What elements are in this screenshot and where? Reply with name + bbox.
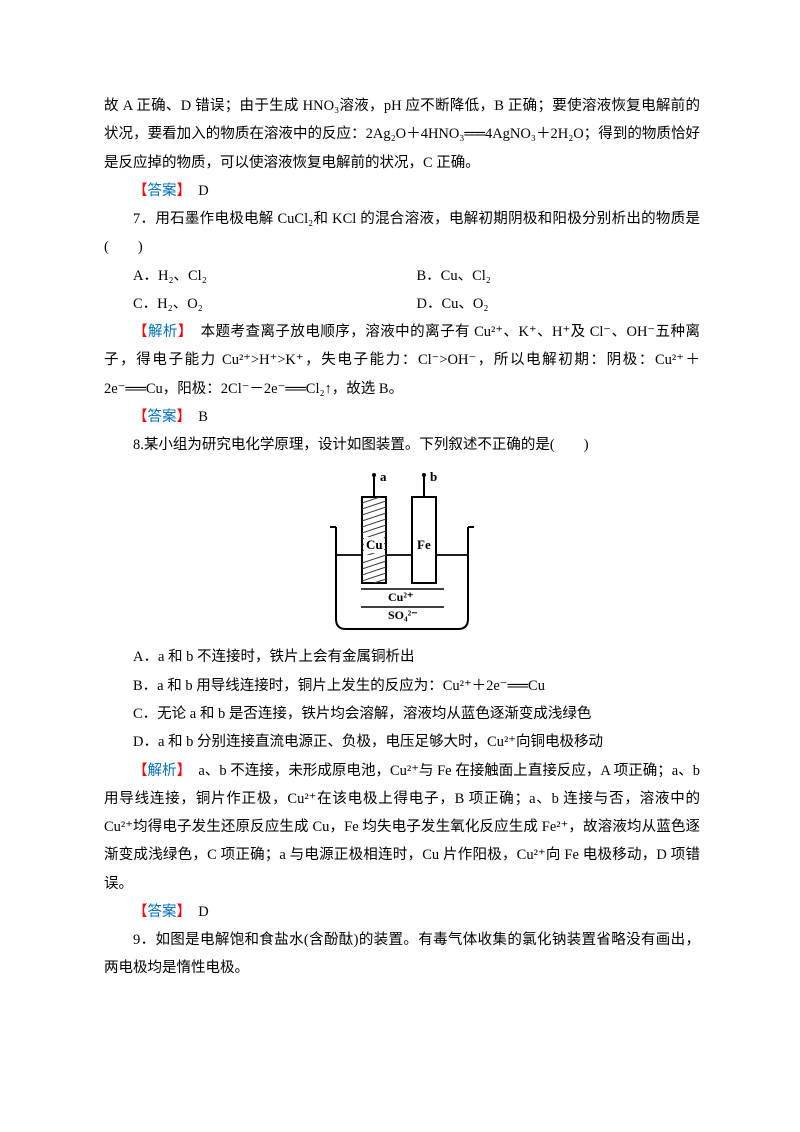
- svg-text:a: a: [380, 469, 387, 484]
- svg-text:SO₄²⁻: SO₄²⁻: [388, 608, 418, 622]
- document-page: 故 A 正确、D 错误；由于生成 HNO₃溶液，pH 应不断降低，B 正确；要使…: [104, 92, 700, 983]
- q7-opt-c: C．H₂、O₂: [133, 290, 417, 318]
- q7-stem: 7．用石墨作电极电解 CuCl₂和 KCl 的混合溶液，电解初期阴极和阳极分别析…: [104, 205, 700, 262]
- svg-text:b: b: [430, 469, 437, 484]
- q7-analysis: 【解析】 本题考查离子放电顺序，溶液中的离子有 Cu²⁺、K⁺、H⁺及 Cl⁻、…: [104, 318, 700, 403]
- svg-text:Fe: Fe: [417, 537, 431, 552]
- q8-analysis: 【解析】 a、b 不连接，未形成原电池，Cu²⁺与 Fe 在接触面上直接反应，A…: [104, 757, 700, 898]
- answer-value-1: D: [198, 183, 208, 199]
- q8-opt-c: C．无论 a 和 b 是否连接，铁片均会溶解，溶液均从蓝色逐渐变成浅绿色: [104, 700, 700, 728]
- q8-answer: 【答案】 D: [104, 898, 700, 926]
- svg-text:Cu²⁺: Cu²⁺: [388, 590, 413, 604]
- q7-opt-a: A．H₂、Cl₂: [133, 262, 417, 290]
- q7-options-row2: C．H₂、O₂ D．Cu、O₂: [133, 290, 700, 318]
- q8-stem: 8.某小组为研究电化学原理，设计如图装置。下列叙述不正确的是( ): [104, 431, 700, 459]
- q8-figure-container: a b: [104, 469, 700, 637]
- q7-answer: 【答案】 B: [104, 403, 700, 431]
- q8-opt-b: B．a 和 b 用导线连接时，铜片上发生的反应为：Cu²⁺＋2e⁻══Cu: [104, 672, 700, 700]
- svg-text:Cu: Cu: [366, 537, 383, 552]
- q8-opt-d: D．a 和 b 分别连接直流电源正、负极，电压足够大时，Cu²⁺向铜电极移动: [104, 728, 700, 756]
- q7-analysis-text: 本题考查离子放电顺序，溶液中的离子有 Cu²⁺、K⁺、H⁺及 Cl⁻、OH⁻五种…: [104, 324, 700, 397]
- q8-analysis-text: a、b 不连接，未形成原电池，Cu²⁺与 Fe 在接触面上直接反应，A 项正确；…: [104, 763, 700, 892]
- answer-line-1: 【答案】 D: [104, 177, 700, 205]
- q8-figure: a b: [316, 469, 488, 637]
- paragraph-continuation: 故 A 正确、D 错误；由于生成 HNO₃溶液，pH 应不断降低，B 正确；要使…: [104, 92, 700, 177]
- q8-answer-value: D: [198, 904, 208, 920]
- q7-opt-b: B．Cu、Cl₂: [417, 262, 701, 290]
- q9-stem: 9．如图是电解饱和食盐水(含酚酞)的装置。有毒气体收集的氯化钠装置省略没有画出，…: [104, 926, 700, 983]
- q7-opt-d: D．Cu、O₂: [417, 290, 701, 318]
- q8-opt-a: A．a 和 b 不连接时，铁片上会有金属铜析出: [104, 643, 700, 671]
- q7-options-row1: A．H₂、Cl₂ B．Cu、Cl₂: [133, 262, 700, 290]
- q7-answer-value: B: [198, 409, 208, 425]
